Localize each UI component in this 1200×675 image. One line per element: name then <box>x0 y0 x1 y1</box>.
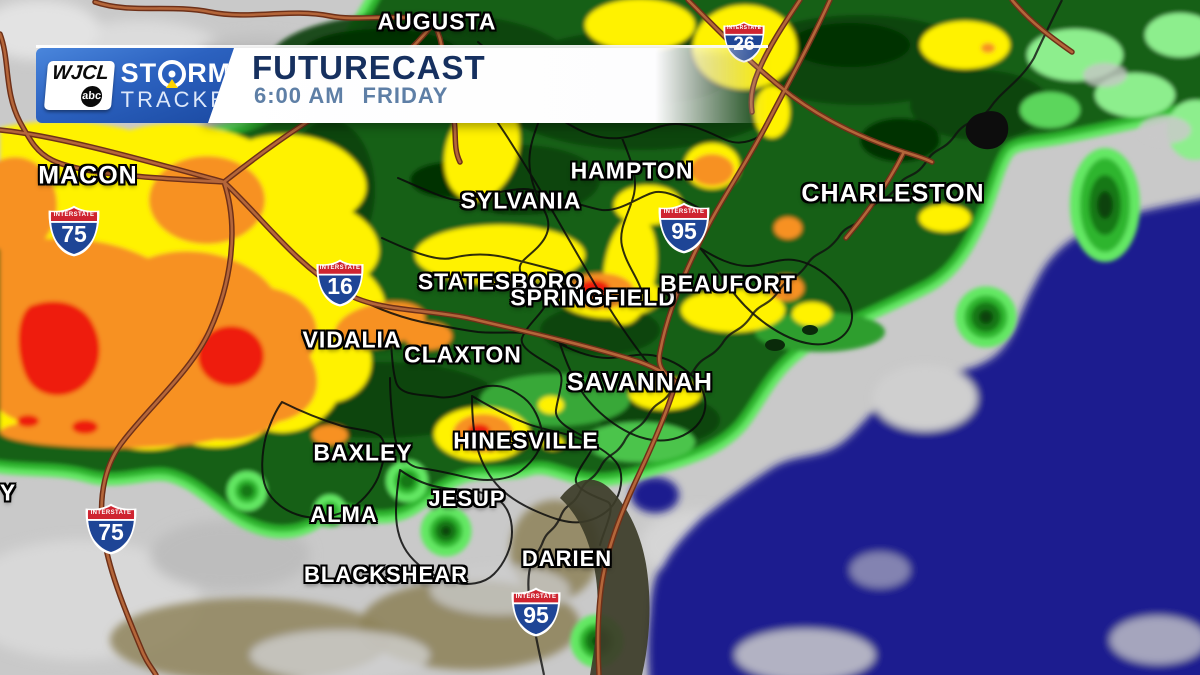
city-label-baxley: BAXLEY <box>313 439 413 466</box>
storm-text-prefix: ST <box>120 58 158 88</box>
city-label-macon: MACON <box>38 161 138 190</box>
city-label-charleston: CHARLESTON <box>801 179 985 208</box>
forecast-time: 6:00 AM <box>254 83 345 108</box>
city-label-claxton: CLAXTON <box>404 341 522 368</box>
city-label-beaufort: BEAUFORT <box>660 270 796 297</box>
shield-icon <box>511 587 561 637</box>
abc-network-logo: abc <box>80 86 103 107</box>
city-label-springfield: SPRINGFIELD <box>510 284 676 311</box>
city-label-augusta: AUGUSTA <box>377 8 497 35</box>
interstate-16-shield: INTERSTATE 16 <box>315 259 365 307</box>
city-label-savannah: SAVANNAH <box>567 368 713 397</box>
interstate-95-shield-south: INTERSTATE 95 <box>510 587 562 637</box>
northeast-light-rain <box>1020 13 1200 160</box>
header: FUTURECAST 6:00 AM FRIDAY WJCL 22 abc ST R… <box>36 45 768 123</box>
city-label-partial-y: Y <box>0 479 17 506</box>
interstate-banner-text: INTERSTATE <box>53 211 95 218</box>
radar-dish-icon <box>158 60 186 88</box>
interstate-number: 75 <box>98 518 124 545</box>
shield-icon <box>48 205 100 257</box>
forecast-day: FRIDAY <box>362 83 449 108</box>
interstate-95-shield-north: INTERSTATE 95 <box>657 202 711 254</box>
shield-icon <box>85 503 137 555</box>
interstate-banner-text: INTERSTATE <box>663 208 705 215</box>
page-title: FUTURECAST <box>252 49 486 86</box>
ocean <box>631 199 1200 675</box>
interstate-number: 95 <box>671 217 697 244</box>
shield-icon <box>658 202 710 254</box>
city-label-vidalia: VIDALIA <box>302 326 402 353</box>
channel-number: 22 <box>53 83 81 108</box>
city-label-darien: DARIEN <box>521 546 613 571</box>
interstate-number: 95 <box>523 602 549 628</box>
interstate-number: 75 <box>61 220 87 247</box>
forecast-timestamp: 6:00 AM FRIDAY <box>254 83 768 109</box>
interstate-75-shield-north: INTERSTATE 75 <box>47 205 101 257</box>
radar-orange <box>0 43 995 452</box>
city-label-statesboro: STATESBORO <box>417 268 585 295</box>
interstate-number: 16 <box>327 273 353 300</box>
interstate-75-shield-south: INTERSTATE 75 <box>84 503 138 555</box>
city-label-hinesville: HINESVILLE <box>453 427 599 454</box>
interstate-banner-text: INTERSTATE <box>726 25 762 32</box>
interstate-banner-text: INTERSTATE <box>90 509 132 516</box>
city-label-blackshear: BLACKSHEAR <box>304 562 468 587</box>
city-label-hampton: HAMPTON <box>570 157 694 184</box>
futurecast-banner: FUTURECAST 6:00 AM FRIDAY <box>204 48 768 123</box>
interstate-banner-text: INTERSTATE <box>515 593 557 600</box>
city-label-alma: ALMA <box>310 502 378 527</box>
wjcl-storm-tracker-logo: WJCL 22 abc ST RM TRACKER <box>36 48 234 123</box>
city-label-jesup: JESUP <box>428 486 506 511</box>
shield-icon <box>316 259 364 307</box>
interstate-banner-text: INTERSTATE <box>319 265 361 272</box>
station-call-letters: WJCL <box>51 62 110 84</box>
city-label-sylvania: SYLVANIA <box>460 187 582 214</box>
land-patches <box>110 500 600 675</box>
wjcl-station-badge: WJCL 22 abc <box>44 61 115 110</box>
